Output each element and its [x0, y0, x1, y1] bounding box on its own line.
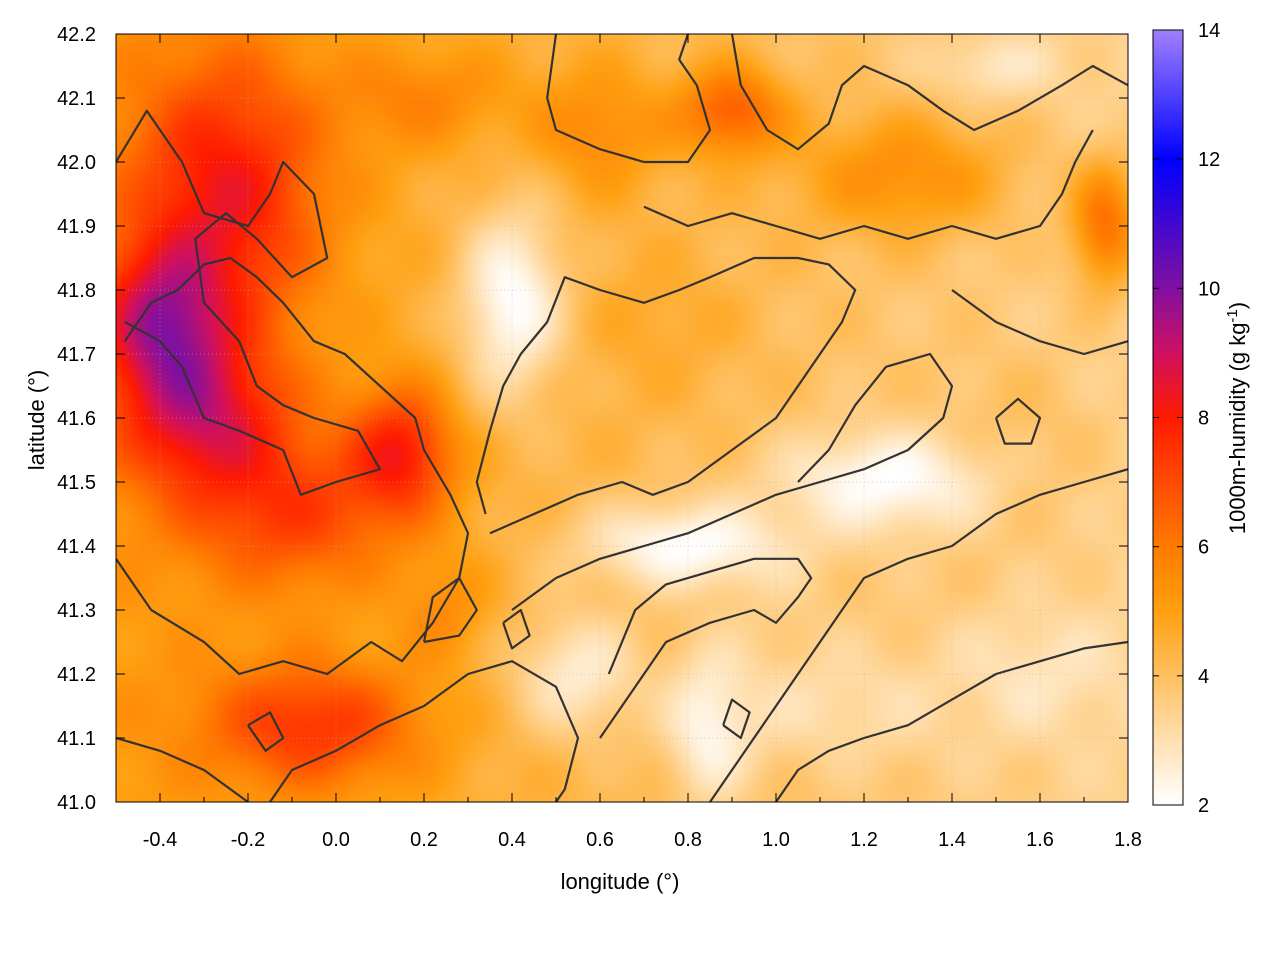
y-tick-label: 41.0	[57, 792, 96, 814]
y-tick-label: 41.4	[57, 536, 96, 558]
contour-line	[730, 34, 1128, 151]
colorbar-tick-label: 8	[1198, 408, 1209, 430]
x-tick-label: 1.0	[762, 829, 790, 851]
contour-line	[502, 608, 531, 650]
contour-lines	[116, 34, 1128, 802]
contour-line	[599, 557, 813, 739]
x-tick-label: 0.2	[410, 829, 438, 851]
colorbar-tick-label: 4	[1198, 666, 1209, 688]
contour-line	[116, 736, 249, 802]
contour-line	[247, 711, 285, 752]
colorbar-tick-label: 14	[1198, 20, 1220, 42]
contour-line	[475, 256, 857, 535]
x-tick-label: -0.4	[143, 829, 177, 851]
contour-line	[994, 397, 1042, 445]
y-tick-label: 41.7	[57, 344, 96, 366]
contour-line	[775, 640, 1128, 802]
contour-line	[116, 109, 382, 496]
y-tick-label: 42.1	[57, 88, 96, 110]
y-tick-label: 42.2	[57, 24, 96, 46]
x-axis-label: longitude (°)	[561, 869, 680, 894]
colorbar-ticks: 2 4 6 8 10 12 14	[1153, 20, 1220, 817]
x-axis-ticks: -0.4 -0.2 0.0 0.2 0.4 0.6 0.8 1.0 1.2 1.4 1.6 1.8	[143, 34, 1142, 851]
x-tick-label: 1.2	[850, 829, 878, 851]
y-tick-label: 41.8	[57, 280, 96, 302]
colorbar-label-sup: -1	[1224, 309, 1241, 322]
y-tick-label: 41.3	[57, 600, 96, 622]
contour-line	[269, 660, 580, 802]
y-tick-label: 41.2	[57, 664, 96, 686]
y-tick-label: 41.9	[57, 216, 96, 238]
colorbar-tick-label: 2	[1198, 795, 1209, 817]
y-tick-label: 42.0	[57, 152, 96, 174]
contour-line	[722, 698, 751, 740]
colorbar-tick-label: 12	[1198, 149, 1220, 171]
contour-line	[951, 289, 1128, 356]
x-tick-label: 0.6	[586, 829, 614, 851]
colorbar-tick-label: 6	[1198, 537, 1209, 559]
y-tick-label: 41.6	[57, 408, 96, 430]
colorbar-tick-label: 10	[1198, 278, 1220, 300]
contour-line	[709, 468, 1128, 802]
x-tick-label: 1.8	[1114, 829, 1142, 851]
x-tick-label: -0.2	[231, 829, 265, 851]
y-tick-label: 41.1	[57, 728, 96, 750]
contour-line	[116, 256, 470, 676]
y-axis-ticks: 41.0 41.1 41.2 41.3 41.4 41.5 41.6 41.7 41.8 41.9…	[57, 24, 1128, 814]
colorbar-label: 1000m-humidity (g kg-1)	[1224, 302, 1251, 534]
contour-line	[511, 352, 954, 611]
y-tick-label: 41.5	[57, 472, 96, 494]
x-tick-label: 0.4	[498, 829, 526, 851]
x-tick-label: 1.6	[1026, 829, 1054, 851]
y-axis-label: latitude (°)	[24, 370, 49, 471]
colorbar-label-main: 1000m-humidity (g kg	[1225, 323, 1250, 535]
x-tick-label: 0.8	[674, 829, 702, 851]
contour-line	[546, 34, 712, 164]
contour-line	[643, 129, 1094, 240]
x-tick-label: 1.4	[938, 829, 966, 851]
colorbar-label-end: )	[1225, 302, 1250, 309]
contour-line	[422, 576, 478, 644]
x-tick-label: 0.0	[322, 829, 350, 851]
